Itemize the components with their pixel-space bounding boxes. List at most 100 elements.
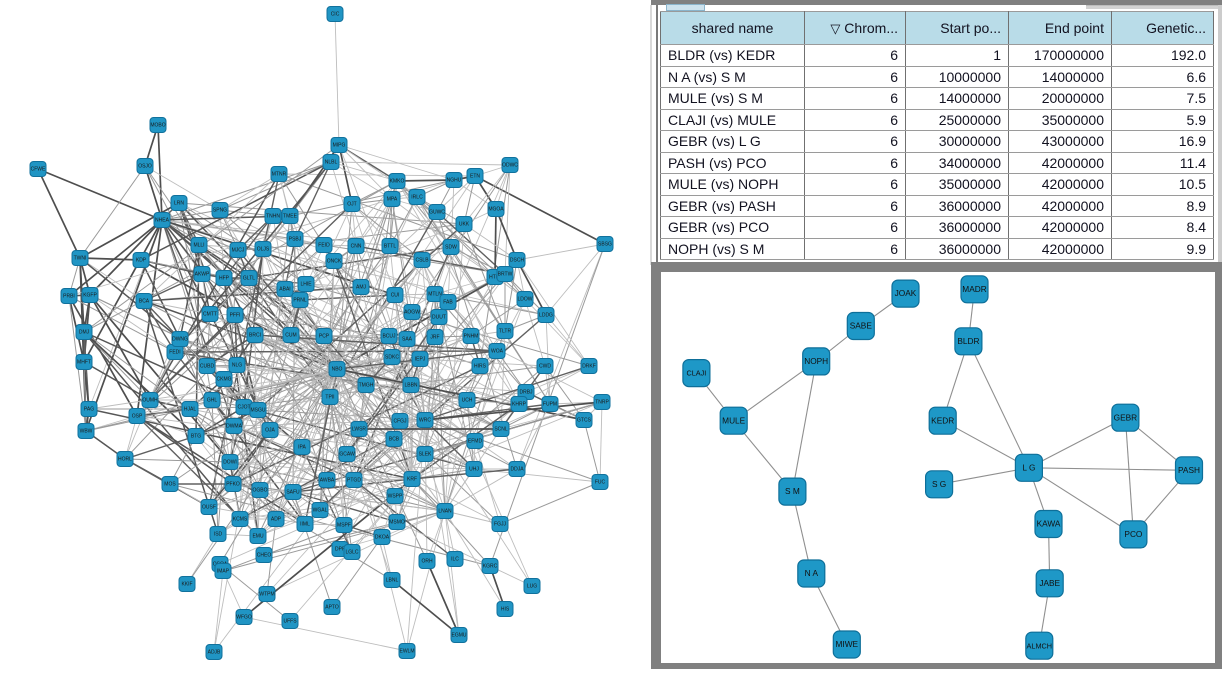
svg-text:SAFU: SAFU	[286, 490, 300, 496]
svg-text:IRLC: IRLC	[411, 195, 423, 201]
svg-text:SABE: SABE	[850, 321, 873, 331]
svg-text:SAA: SAA	[402, 337, 413, 343]
svg-text:ILC: ILC	[451, 557, 459, 563]
svg-text:JOAK: JOAK	[895, 288, 917, 298]
svg-text:N A: N A	[805, 568, 819, 578]
svg-text:SDW: SDW	[445, 245, 457, 251]
svg-text:ORH: ORH	[421, 559, 433, 565]
svg-text:HIRS: HIRS	[474, 364, 487, 370]
svg-text:LRN: LRN	[174, 201, 184, 207]
svg-text:TLTR: TLTR	[499, 329, 512, 335]
svg-text:HIS: HIS	[501, 607, 510, 613]
svg-text:CSLB: CSLB	[415, 258, 429, 264]
svg-text:MSMO: MSMO	[389, 520, 405, 526]
svg-text:NOPH: NOPH	[804, 356, 828, 366]
svg-text:MGOA: MGOA	[488, 207, 504, 213]
svg-text:HTIC: HTIC	[489, 275, 501, 281]
svg-text:WTPM: WTPM	[259, 592, 274, 598]
svg-text:LBBN: LBBN	[404, 383, 417, 389]
svg-text:DWMA: DWMA	[226, 424, 242, 430]
svg-text:MTLN: MTLN	[428, 292, 442, 298]
svg-text:LDDG: LDDG	[539, 313, 553, 319]
svg-text:AKWP: AKWP	[195, 272, 210, 278]
svg-text:BCB: BCB	[389, 437, 400, 443]
svg-text:HFP: HFP	[219, 276, 230, 282]
svg-text:CKMG: CKMG	[217, 377, 232, 383]
svg-text:CMTT: CMTT	[203, 312, 217, 318]
svg-text:S M: S M	[785, 486, 800, 496]
svg-text:IPA: IPA	[298, 445, 306, 451]
svg-text:LBNL: LBNL	[386, 578, 399, 584]
svg-text:TWNI: TWNI	[74, 256, 87, 262]
svg-text:UKK: UKK	[459, 222, 470, 228]
svg-text:MTNR: MTNR	[272, 172, 287, 178]
svg-text:OLJS: OLJS	[257, 247, 270, 253]
svg-text:OUSF: OUSF	[202, 505, 216, 511]
svg-text:CUI: CUI	[391, 293, 400, 299]
svg-text:MADR: MADR	[962, 284, 986, 294]
svg-text:MULE: MULE	[722, 415, 746, 425]
svg-text:IIML: IIML	[300, 522, 310, 528]
svg-text:FEID: FEID	[318, 243, 330, 249]
svg-text:AOGW: AOGW	[404, 310, 420, 316]
svg-text:SLEK: SLEK	[419, 452, 432, 458]
svg-text:GEBR: GEBR	[1114, 412, 1138, 422]
svg-text:EFMD: EFMD	[468, 439, 483, 445]
svg-text:LGLC: LGLC	[345, 550, 358, 556]
svg-text:CIC: CIC	[331, 12, 340, 18]
svg-text:UCH: UCH	[462, 398, 473, 404]
svg-text:DOWI: DOWI	[223, 460, 237, 466]
svg-text:BTTL: BTTL	[384, 244, 396, 250]
svg-text:FUC: FUC	[595, 480, 606, 486]
svg-text:CUBD: CUBD	[200, 364, 215, 370]
svg-text:ONCK: ONCK	[327, 259, 342, 265]
svg-text:FUPM: FUPM	[543, 402, 557, 408]
svg-text:PRNL: PRNL	[293, 298, 307, 304]
svg-text:PAG: PAG	[84, 407, 94, 413]
svg-text:EWLM: EWLM	[400, 649, 415, 655]
svg-text:ADP: ADP	[271, 517, 282, 523]
svg-text:ISD: ISD	[214, 532, 223, 538]
svg-text:LDOW: LDOW	[518, 297, 533, 303]
svg-text:NGHU: NGHU	[447, 178, 462, 184]
svg-text:OJT: OJT	[347, 202, 356, 208]
svg-text:HORL: HORL	[118, 457, 132, 463]
svg-text:KMKO: KMKO	[390, 179, 405, 185]
svg-text:LWSR: LWSR	[352, 427, 366, 433]
svg-text:DSCH: DSCH	[510, 258, 525, 264]
svg-text:KAWA: KAWA	[1037, 519, 1061, 529]
svg-text:NLBL: NLBL	[325, 160, 338, 166]
svg-text:PTGD: PTGD	[347, 478, 361, 484]
svg-text:WRC: WRC	[419, 418, 431, 424]
svg-text:FGJJ: FGJJ	[494, 522, 506, 528]
svg-text:GLTL: GLTL	[243, 276, 255, 282]
svg-text:GHL: GHL	[207, 398, 218, 404]
svg-text:BTG: BTG	[191, 434, 201, 440]
svg-text:JRF: JRF	[430, 335, 439, 341]
svg-text:UFFS: UFFS	[283, 619, 297, 625]
svg-text:DPF: DPF	[335, 547, 345, 553]
svg-text:CFGJ: CFGJ	[393, 419, 407, 425]
svg-text:MLLI: MLLI	[193, 243, 204, 249]
svg-text:CHEO: CHEO	[257, 553, 272, 559]
svg-text:PFFI: PFFI	[230, 313, 241, 319]
svg-text:DWNG: DWNG	[172, 337, 188, 343]
svg-text:FEDI: FEDI	[169, 350, 180, 356]
svg-text:MSGU: MSGU	[251, 408, 266, 414]
svg-text:WSPP: WSPP	[388, 494, 403, 500]
svg-text:BRTW: BRTW	[498, 272, 513, 278]
svg-text:KGRC: KGRC	[483, 564, 498, 570]
svg-text:CNN: CNN	[351, 244, 362, 250]
svg-text:L G: L G	[1022, 462, 1035, 472]
svg-text:PCO: PCO	[1124, 529, 1143, 539]
svg-text:CWD: CWD	[539, 364, 551, 370]
svg-text:TMGH: TMGH	[359, 383, 374, 389]
svg-text:APTO: APTO	[325, 605, 339, 611]
svg-text:KKIF: KKIF	[181, 582, 192, 588]
svg-text:SPNG: SPNG	[213, 208, 227, 214]
svg-text:ETN: ETN	[470, 174, 480, 180]
svg-text:S G: S G	[932, 479, 946, 489]
svg-text:OGBO: OGBO	[252, 488, 267, 494]
svg-text:KHRP: KHRP	[512, 402, 527, 408]
svg-text:KDP: KDP	[136, 258, 147, 264]
